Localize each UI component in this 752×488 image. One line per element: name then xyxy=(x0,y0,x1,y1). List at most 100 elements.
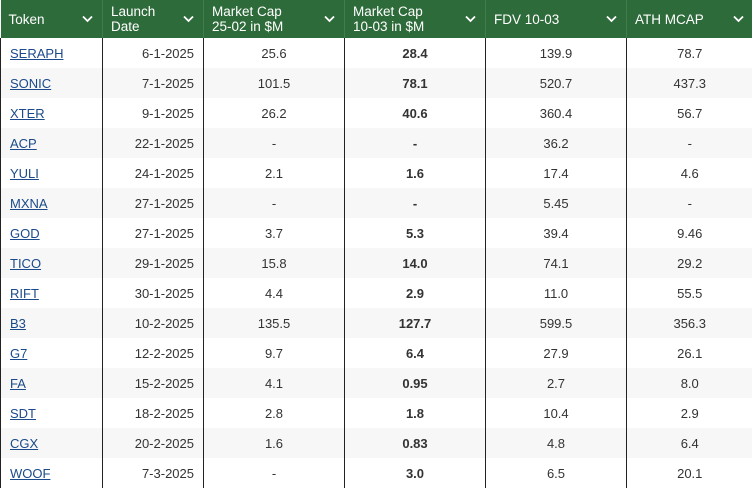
ath-mcap-cell: 6.4 xyxy=(626,428,752,458)
token-cell: SERAPH xyxy=(0,38,103,68)
table-row: SONIC 7-1-2025 101.5 78.1 520.7 437.3 xyxy=(0,68,752,98)
header-launch-date[interactable]: Launch Date xyxy=(102,0,204,38)
fdv-cell: 360.4 xyxy=(485,98,627,128)
ath-mcap-cell: - xyxy=(626,128,752,158)
launch-date-cell: 27-1-2025 xyxy=(102,218,204,248)
launch-date-cell: 30-1-2025 xyxy=(102,278,204,308)
token-link[interactable]: RIFT xyxy=(10,285,39,301)
token-cell: WOOF xyxy=(0,458,103,488)
header-label-line2: 10-03 in $M xyxy=(353,19,425,34)
table-row: XTER 9-1-2025 26.2 40.6 360.4 56.7 xyxy=(0,98,752,128)
ath-mcap-cell: - xyxy=(626,188,752,218)
table-row: SERAPH 6-1-2025 25.6 28.4 139.9 78.7 xyxy=(0,38,752,68)
token-link[interactable]: GOD xyxy=(10,225,40,241)
fdv-cell: 2.7 xyxy=(485,368,627,398)
ath-mcap-cell: 4.6 xyxy=(626,158,752,188)
header-label: FDV 10-03 xyxy=(494,11,560,27)
fdv-cell: 4.8 xyxy=(485,428,627,458)
mcap-2502-cell: 9.7 xyxy=(203,338,345,368)
mcap-2502-cell: 4.4 xyxy=(203,278,345,308)
header-ath-mcap[interactable]: ATH MCAP xyxy=(626,0,752,38)
header-token[interactable]: Token xyxy=(0,0,103,38)
chevron-down-icon[interactable] xyxy=(82,15,93,23)
token-cell: YULI xyxy=(0,158,103,188)
table-row: FA 15-2-2025 4.1 0.95 2.7 8.0 xyxy=(0,368,752,398)
fdv-cell: 17.4 xyxy=(485,158,627,188)
ath-mcap-cell: 26.1 xyxy=(626,338,752,368)
chevron-down-icon[interactable] xyxy=(732,15,744,23)
fdv-cell: 36.2 xyxy=(485,128,627,158)
token-cell: GOD xyxy=(0,218,103,248)
ath-mcap-cell: 356.3 xyxy=(626,308,752,338)
mcap-1003-cell: 127.7 xyxy=(344,308,486,338)
token-link[interactable]: MXNA xyxy=(10,195,48,211)
table-row: B3 10-2-2025 135.5 127.7 599.5 356.3 xyxy=(0,308,752,338)
table-row: TICO 29-1-2025 15.8 14.0 74.1 29.2 xyxy=(0,248,752,278)
token-link[interactable]: G7 xyxy=(10,345,28,361)
token-link[interactable]: YULI xyxy=(10,165,39,181)
table-row: RIFT 30-1-2025 4.4 2.9 11.0 55.5 xyxy=(0,278,752,308)
token-link[interactable]: CGX xyxy=(10,435,39,451)
header-mcap-1003[interactable]: Market Cap 10-03 in $M xyxy=(344,0,486,38)
mcap-2502-cell: 1.6 xyxy=(203,428,345,458)
fdv-cell: 6.5 xyxy=(485,458,627,488)
token-link[interactable]: TICO xyxy=(10,255,42,271)
token-cell: MXNA xyxy=(0,188,103,218)
ath-mcap-cell: 20.1 xyxy=(626,458,752,488)
table-row: WOOF 7-3-2025-3.0 6.5 20.1 xyxy=(0,458,752,488)
fdv-cell: 39.4 xyxy=(485,218,627,248)
launch-date-cell: 20-2-2025 xyxy=(102,428,204,458)
header-row: Token Launch Date Market Cap 25-02 in $M Mark… xyxy=(0,0,752,38)
mcap-1003-cell: 5.3 xyxy=(344,218,486,248)
mcap-1003-cell: - xyxy=(344,128,486,158)
header-label: ATH MCAP xyxy=(635,11,704,27)
header-label: Market Cap xyxy=(353,4,423,19)
chevron-down-icon[interactable] xyxy=(183,15,194,23)
token-link[interactable]: SERAPH xyxy=(10,45,64,61)
ath-mcap-cell: 29.2 xyxy=(626,248,752,278)
token-link[interactable]: XTER xyxy=(10,105,45,121)
chevron-down-icon[interactable] xyxy=(324,15,335,23)
launch-date-cell: 10-2-2025 xyxy=(102,308,204,338)
launch-date-cell: 22-1-2025 xyxy=(102,128,204,158)
mcap-1003-cell: 0.83 xyxy=(344,428,486,458)
header-label: Token xyxy=(8,11,45,27)
mcap-1003-cell: 0.95 xyxy=(344,368,486,398)
token-cell: RIFT xyxy=(0,278,103,308)
ath-mcap-cell: 8.0 xyxy=(626,368,752,398)
mcap-2502-cell: 26.2 xyxy=(203,98,345,128)
token-cell: XTER xyxy=(0,98,103,128)
mcap-1003-cell: 6.4 xyxy=(344,338,486,368)
ath-mcap-cell: 55.5 xyxy=(626,278,752,308)
mcap-2502-cell: 25.6 xyxy=(203,38,345,68)
chevron-down-icon[interactable] xyxy=(606,15,617,23)
token-cell: SDT xyxy=(0,398,103,428)
table-row: CGX 20-2-2025 1.6 0.83 4.8 6.4 xyxy=(0,428,752,458)
token-cell: ACP xyxy=(0,128,103,158)
mcap-2502-cell: 101.5 xyxy=(203,68,345,98)
mcap-1003-cell: 28.4 xyxy=(344,38,486,68)
token-link[interactable]: ACP xyxy=(10,135,37,151)
token-link[interactable]: SONIC xyxy=(10,75,52,91)
fdv-cell: 10.4 xyxy=(485,398,627,428)
launch-date-cell: 27-1-2025 xyxy=(102,188,204,218)
launch-date-cell: 9-1-2025 xyxy=(102,98,204,128)
launch-date-cell: 12-2-2025 xyxy=(102,338,204,368)
mcap-2502-cell: 15.8 xyxy=(203,248,345,278)
header-label-line2: 25-02 in $M xyxy=(212,19,284,34)
token-link[interactable]: B3 xyxy=(10,315,26,331)
token-cell: TICO xyxy=(0,248,103,278)
token-link[interactable]: SDT xyxy=(10,405,36,421)
chevron-down-icon[interactable] xyxy=(465,15,476,23)
mcap-1003-cell: 3.0 xyxy=(344,458,486,488)
header-fdv-1003[interactable]: FDV 10-03 xyxy=(485,0,627,38)
mcap-1003-cell: 2.9 xyxy=(344,278,486,308)
table-row: SDT 18-2-2025 2.8 1.8 10.4 2.9 xyxy=(0,398,752,428)
mcap-2502-cell: 2.8 xyxy=(203,398,345,428)
mcap-2502-cell: 3.7 xyxy=(203,218,345,248)
token-link[interactable]: FA xyxy=(10,375,26,391)
token-link[interactable]: WOOF xyxy=(10,465,51,481)
header-mcap-2502[interactable]: Market Cap 25-02 in $M xyxy=(203,0,345,38)
mcap-1003-cell: 14.0 xyxy=(344,248,486,278)
